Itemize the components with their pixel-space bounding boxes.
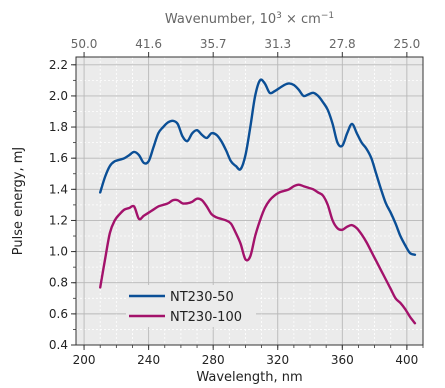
x-tick-label: 400: [395, 353, 418, 367]
y-tick-label: 2.0: [49, 89, 68, 103]
y-tick-label: 0.8: [49, 276, 68, 290]
legend-label-nt230-100: NT230-100: [170, 310, 242, 325]
x-axis-title: Wavelength, nm: [196, 370, 302, 385]
x-tick-label: 280: [202, 353, 225, 367]
plot-frame: [75, 56, 424, 346]
top-axis-title-base: Wavenumber, 10: [165, 12, 276, 27]
top-axis-title: Wavenumber, 103 × cm−1: [165, 11, 334, 27]
x-tick-label: 240: [137, 353, 160, 367]
top-tick-label: 35.7: [200, 37, 227, 51]
grid: [76, 57, 424, 346]
top-axis-title-exp: 3: [276, 11, 282, 21]
series-layer: [99, 78, 417, 325]
y-tick-label: 1.0: [49, 245, 68, 259]
y-tick-label: 1.2: [49, 213, 68, 227]
tick-labels: 200 240 280 320 360 400 0.4 0.6 0.8 1.0 1.2 1.4 1.6 1…: [49, 37, 420, 367]
series-line-nt230-100: [99, 183, 417, 325]
y-axis-title: Pulse energy, mJ: [11, 147, 26, 255]
y-tick-label: 1.6: [49, 151, 68, 165]
x-tick-label: 200: [73, 353, 96, 367]
top-axis-title-tail: × cm: [282, 12, 321, 27]
x-tick-label: 360: [331, 353, 354, 367]
y-tick-label: 0.4: [49, 338, 68, 352]
y-tick-label: 1.4: [49, 182, 68, 196]
y-tick-label: 2.2: [49, 58, 68, 72]
top-tick-label: 31.3: [264, 37, 291, 51]
top-tick-label: 50.0: [71, 37, 98, 51]
legend-label-nt230-50: NT230-50: [170, 290, 234, 305]
top-tick-label: 27.8: [329, 37, 356, 51]
x-tick-label: 320: [266, 353, 289, 367]
legend-background: [126, 285, 256, 327]
legend: NT230-50 NT230-100: [126, 285, 256, 327]
y-tick-label: 0.6: [49, 307, 68, 321]
series-line-nt230-50: [99, 78, 417, 256]
top-tick-label: 41.6: [135, 37, 162, 51]
y-tick-label: 1.8: [49, 120, 68, 134]
top-tick-label: 25.0: [394, 37, 421, 51]
top-axis-title-exp2: −1: [321, 11, 334, 21]
ticks: [71, 52, 424, 350]
